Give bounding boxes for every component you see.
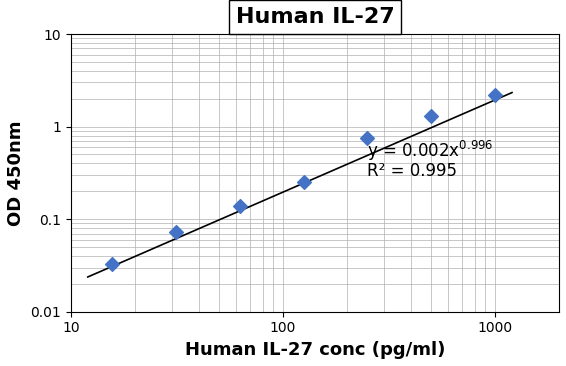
Point <box>491 92 500 98</box>
Point <box>427 113 436 119</box>
Point <box>235 203 245 209</box>
X-axis label: Human IL-27 conc (pg/ml): Human IL-27 conc (pg/ml) <box>185 341 445 359</box>
Point <box>363 135 372 141</box>
Text: R² = 0.995: R² = 0.995 <box>367 162 457 180</box>
Point <box>108 261 117 267</box>
Point <box>171 229 181 235</box>
Y-axis label: OD 450nm: OD 450nm <box>7 120 25 226</box>
Title: Human IL-27: Human IL-27 <box>235 7 395 27</box>
Point <box>299 179 308 185</box>
Text: y = 0.002x$^{0.996}$: y = 0.002x$^{0.996}$ <box>367 139 494 163</box>
